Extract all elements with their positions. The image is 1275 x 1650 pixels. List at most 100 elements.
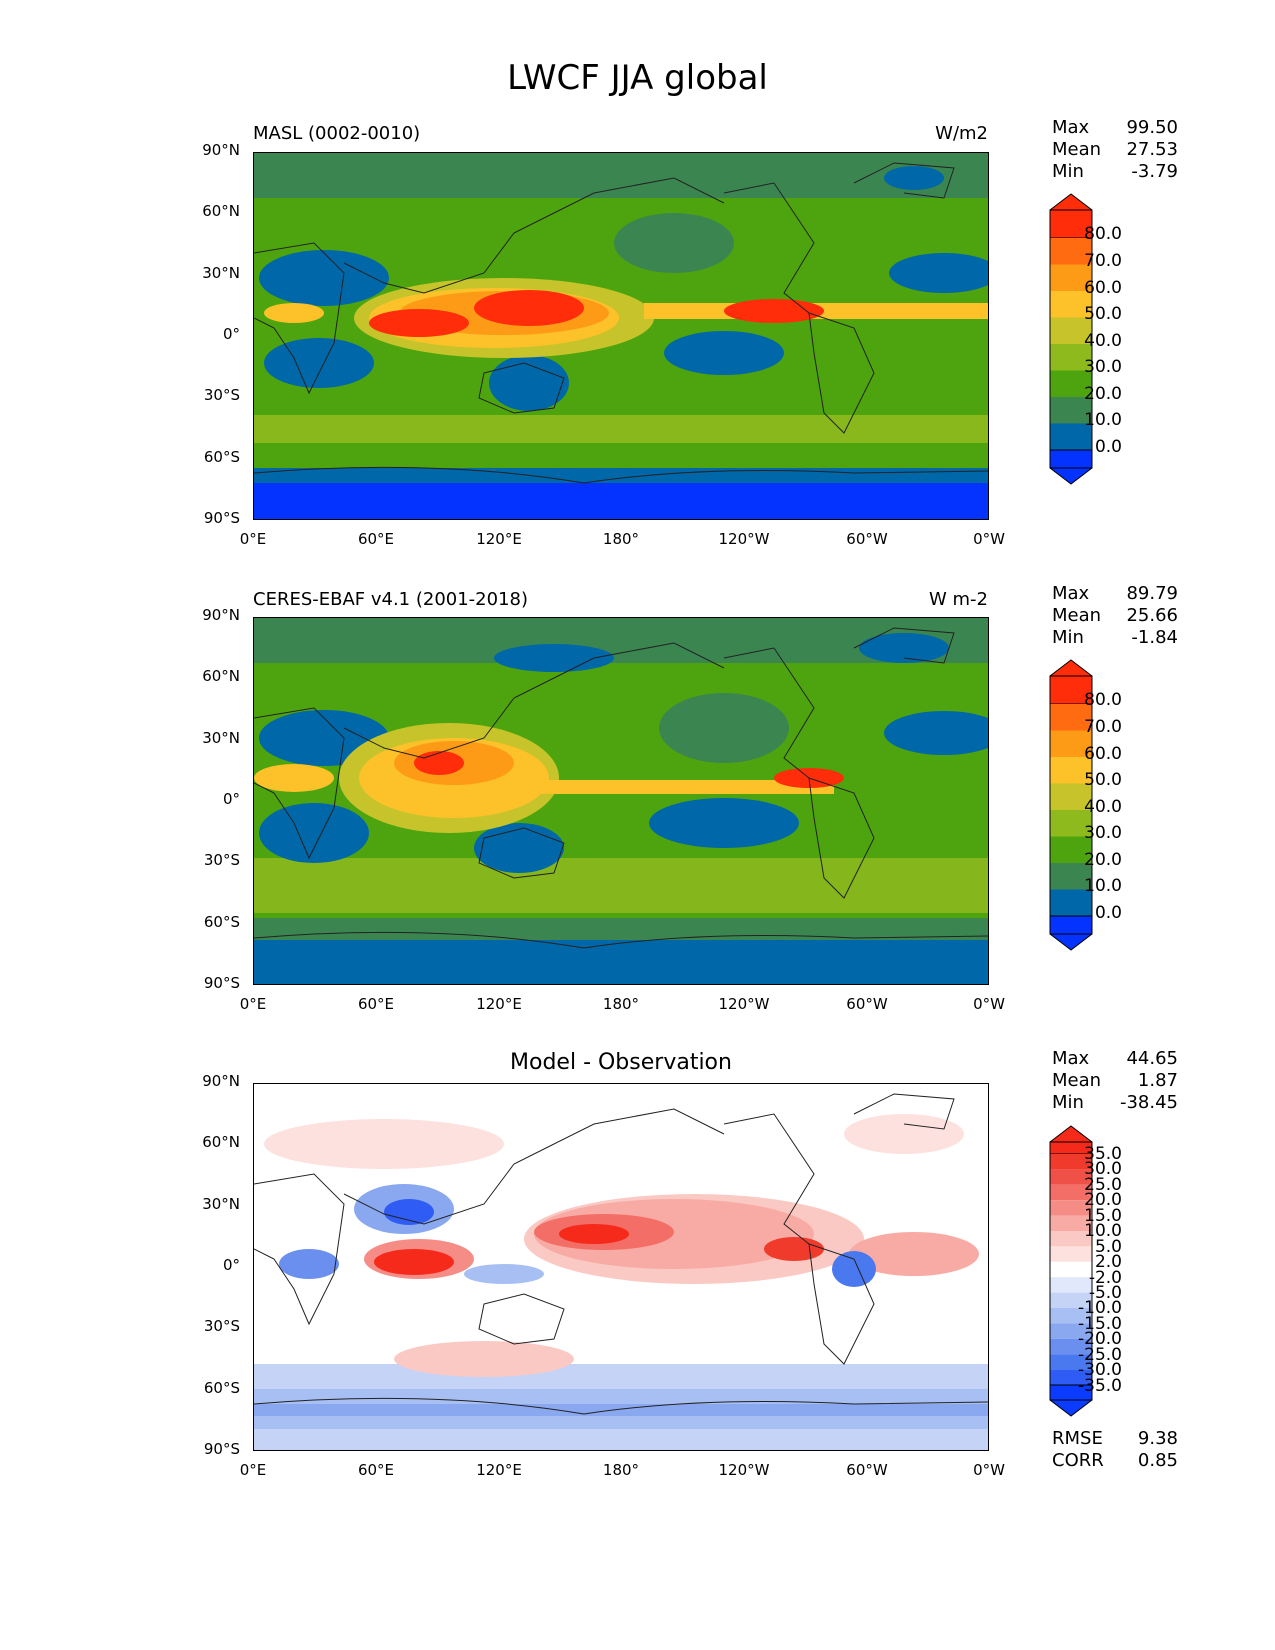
p3-cb-label-35: 35.0 [1084, 1144, 1122, 1164]
panel1-sa-low [264, 338, 374, 388]
panel3-map [253, 1083, 989, 1451]
panel1-units: W/m2 [935, 123, 988, 144]
p2-colorbar [1049, 659, 1093, 951]
panel2-npac-low [659, 693, 789, 763]
p3-cb-label-m20: -20.0 [1078, 1329, 1122, 1349]
p3-metric-rmse-value: 9.38 [1137, 1428, 1178, 1449]
panel1-sep-low [664, 331, 784, 375]
p2-cb-seg-50 [1050, 757, 1092, 784]
panel1-wpac-max [474, 290, 584, 326]
panel2-left-title: CERES-EBAF v4.1 (2001-2018) [253, 589, 529, 610]
p2-cb-label-10: 10.0 [1084, 876, 1122, 896]
p3-cb-label-2: 2.0 [1094, 1252, 1122, 1272]
panel1-australia-low [489, 355, 569, 411]
p2-lat-90s: 90°S [203, 974, 240, 992]
p3-cb-seg-7 [1050, 1246, 1092, 1262]
p3-cb-label-m35: -35.0 [1078, 1376, 1122, 1396]
panel3-india-blue-max [384, 1199, 434, 1225]
panel2-siberia-low [494, 644, 614, 672]
figure-title: LWCF JJA global [507, 58, 768, 98]
p1-cb-label-40: 40.0 [1084, 331, 1122, 351]
p3-lat-60n: 60°N [202, 1133, 240, 1151]
p2-stat-max-label: Max [1052, 583, 1090, 604]
panel1-coastlines [254, 162, 988, 484]
p2-lon-120e: 120°E [476, 995, 522, 1013]
p1-stat-max-label: Max [1052, 117, 1090, 138]
p3-cb-seg-12 [1050, 1323, 1092, 1339]
panel1-map [253, 152, 989, 520]
p1-stat-min-label: Min [1052, 161, 1084, 182]
panel3-atl-pink [849, 1232, 979, 1276]
p3-lon-0e: 0°E [239, 1461, 267, 1479]
p1-cb-seg-0 [1050, 423, 1092, 450]
p2-cb-seg-70 [1050, 704, 1092, 731]
p1-lat-60s: 60°S [203, 448, 240, 466]
p1-lat-30s: 30°S [203, 386, 240, 404]
p1-cb-label-20: 20.0 [1084, 384, 1122, 404]
p2-lat-30n: 30°N [202, 729, 240, 747]
panel3-eurasia-pink [264, 1119, 504, 1169]
p3-cb-seg-14 [1050, 1354, 1092, 1370]
p1-lon-120w: 120°W [718, 530, 770, 548]
p2-cb-outline [1049, 675, 1093, 935]
panel3-arctic-pink [844, 1114, 964, 1154]
p3-cb-outline [1049, 1141, 1093, 1401]
p2-stat-min-label: Min [1052, 627, 1084, 648]
p1-cb-label-30: 30.0 [1084, 357, 1122, 377]
panel1-epac-max [724, 299, 824, 323]
panel1-africa-max [264, 303, 324, 323]
p2-stat-min-value: -1.84 [1131, 627, 1178, 648]
p1-stat-max-value: 99.50 [1126, 117, 1178, 138]
p2-cb-label-0: 0.0 [1094, 903, 1122, 923]
p3-lat-60s: 60°S [203, 1379, 240, 1397]
p3-cb-label-25: 25.0 [1084, 1175, 1122, 1195]
p3-cb-label-20: 20.0 [1084, 1190, 1122, 1210]
p3-lat-0: 0° [222, 1256, 240, 1274]
p2-lon-60w: 60°W [846, 995, 888, 1013]
p3-cb-seg-6 [1050, 1231, 1092, 1247]
panel2-itcz [534, 780, 834, 794]
panel1-shape [254, 468, 988, 483]
p1-lat-0: 0° [222, 325, 240, 343]
p2-lon-180: 180° [602, 995, 640, 1013]
panel1-storm-band [254, 415, 988, 443]
p2-cb-label-40: 40.0 [1084, 797, 1122, 817]
panel2-africa-max [254, 764, 334, 792]
p3-cb-label-15: 15.0 [1084, 1206, 1122, 1226]
p1-lon-60w: 60°W [846, 530, 888, 548]
p3-lat-30s: 30°S [203, 1317, 240, 1335]
p2-cb-label-80: 80.0 [1084, 690, 1122, 710]
p1-lat-90s: 90°S [203, 509, 240, 527]
p3-lon-60w: 60°W [846, 1461, 888, 1479]
panel1-arctic-band [254, 153, 988, 198]
p2-cb-seg-40 [1050, 783, 1092, 810]
p2-lon-0w: 0°W [973, 995, 1005, 1013]
p3-colorbar [1049, 1125, 1093, 1417]
panel3-title: Model - Observation [510, 1050, 732, 1075]
p3-cb-seg-15 [1050, 1369, 1092, 1385]
p3-lat-90s: 90°S [203, 1440, 240, 1458]
p1-cb-seg-20 [1050, 370, 1092, 397]
p1-lon-0w: 0°W [973, 530, 1005, 548]
p3-stat-max-label: Max [1052, 1048, 1090, 1069]
panel3-pac-max [559, 1224, 629, 1244]
panel3-field [254, 1084, 988, 1450]
p1-lon-60e: 60°E [357, 530, 395, 548]
p3-cb-label-m10: -10.0 [1078, 1298, 1122, 1318]
p2-cb-seg-20 [1050, 836, 1092, 863]
p3-stat-mean-label: Mean [1052, 1070, 1102, 1091]
p1-cb-label-0: 0.0 [1094, 437, 1122, 457]
p3-cb-label-m5: -5.0 [1088, 1283, 1122, 1303]
p3-stat-min-label: Min [1052, 1092, 1084, 1113]
p1-stat-mean-value: 27.53 [1126, 139, 1178, 160]
p2-lon-0e: 0°E [239, 995, 267, 1013]
p1-lat-90n: 90°N [202, 141, 240, 159]
panel2-field [254, 618, 988, 984]
p1-cb-label-70: 70.0 [1084, 251, 1122, 271]
p2-cb-label-20: 20.0 [1084, 850, 1122, 870]
p3-lon-120e: 120°E [476, 1461, 522, 1479]
p3-lon-180: 180° [602, 1461, 640, 1479]
p3-cb-seg-11 [1050, 1308, 1092, 1324]
panel3-amazon-blue [832, 1251, 876, 1287]
p3-cb-seg-2 [1050, 1169, 1092, 1185]
